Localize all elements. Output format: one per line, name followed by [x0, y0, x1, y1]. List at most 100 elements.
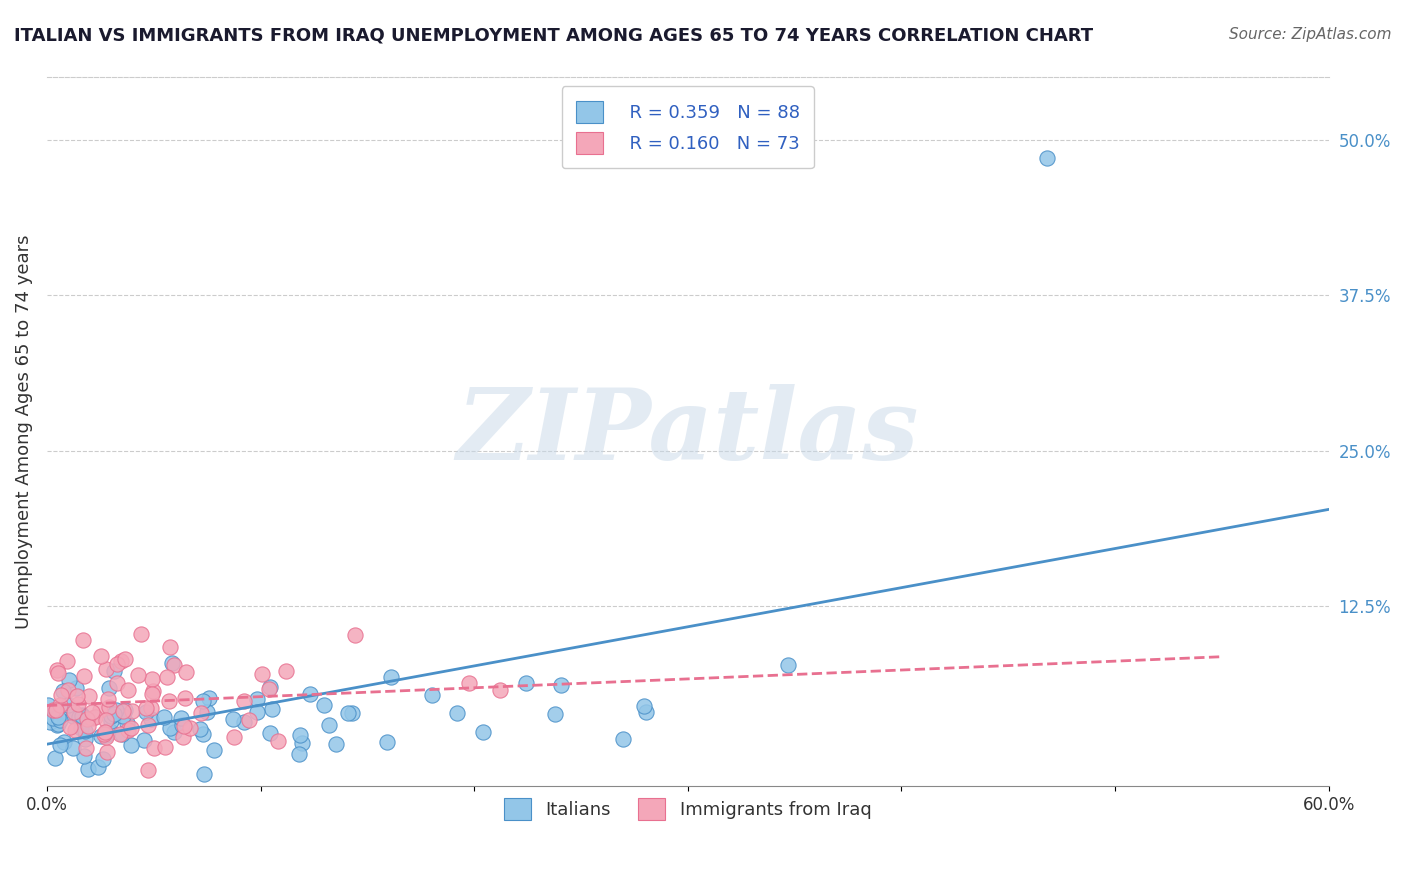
Italians: [259, 680, 281, 694]
Italians: [515, 675, 537, 690]
Immigrants from Iraq: [63, 706, 86, 720]
Immigrants from Iraq: [136, 718, 159, 732]
Italians: [221, 712, 243, 726]
Italians: [111, 726, 134, 740]
Immigrants from Iraq: [83, 710, 105, 724]
Italians: [420, 688, 443, 702]
Italians: [49, 738, 72, 752]
Italians: [612, 732, 634, 747]
Immigrants from Iraq: [42, 703, 65, 717]
Italians: [325, 737, 347, 751]
Immigrants from Iraq: [73, 669, 96, 683]
Italians: [298, 687, 321, 701]
Italians: [46, 718, 69, 732]
Immigrants from Iraq: [157, 693, 180, 707]
Immigrants from Iraq: [114, 651, 136, 665]
Text: ZIPatlas: ZIPatlas: [457, 384, 920, 480]
Immigrants from Iraq: [274, 665, 297, 679]
Italians: [471, 724, 494, 739]
Italians: [100, 709, 122, 723]
Immigrants from Iraq: [96, 745, 118, 759]
Italians: [139, 712, 162, 726]
Italians: [70, 709, 93, 723]
Italians: [634, 706, 657, 720]
Italians: [49, 713, 72, 727]
Italians: [288, 747, 311, 761]
Italians: [191, 694, 214, 708]
Italians: [246, 691, 269, 706]
Italians: [202, 742, 225, 756]
Italians: [90, 729, 112, 743]
Italians: [291, 736, 314, 750]
Italians: [94, 727, 117, 741]
Italians: [70, 707, 93, 722]
Italians: [195, 706, 218, 720]
Immigrants from Iraq: [117, 723, 139, 738]
Italians: [312, 698, 335, 712]
Immigrants from Iraq: [49, 698, 72, 713]
Immigrants from Iraq: [76, 712, 98, 726]
Immigrants from Iraq: [58, 682, 80, 697]
Immigrants from Iraq: [77, 689, 100, 703]
Italians: [73, 723, 96, 738]
Immigrants from Iraq: [112, 704, 135, 718]
Italians: [76, 762, 98, 776]
Italians: [91, 751, 114, 765]
Immigrants from Iraq: [96, 713, 118, 727]
Immigrants from Iraq: [176, 665, 198, 680]
Immigrants from Iraq: [46, 665, 69, 680]
Italians: [288, 727, 311, 741]
Immigrants from Iraq: [156, 670, 179, 684]
Immigrants from Iraq: [93, 725, 115, 739]
Italians: [98, 723, 121, 738]
Italians: [37, 698, 59, 713]
Italians: [62, 741, 84, 756]
Italians: [65, 681, 87, 695]
Italians: [169, 711, 191, 725]
Immigrants from Iraq: [159, 640, 181, 655]
Immigrants from Iraq: [238, 713, 260, 727]
Immigrants from Iraq: [233, 694, 256, 708]
Immigrants from Iraq: [143, 740, 166, 755]
Immigrants from Iraq: [93, 726, 115, 740]
Immigrants from Iraq: [190, 706, 212, 720]
Italians: [446, 706, 468, 720]
Italians: [44, 751, 66, 765]
Italians: [115, 716, 138, 731]
Italians: [633, 699, 655, 714]
Italians: [375, 735, 398, 749]
Immigrants from Iraq: [129, 626, 152, 640]
Italians: [62, 709, 84, 723]
Italians: [246, 706, 269, 720]
Text: Source: ZipAtlas.com: Source: ZipAtlas.com: [1229, 27, 1392, 42]
Italians: [73, 748, 96, 763]
Italians: [53, 735, 76, 749]
Immigrants from Iraq: [173, 691, 195, 706]
Immigrants from Iraq: [76, 718, 98, 732]
Immigrants from Iraq: [179, 721, 201, 735]
Italians: [159, 721, 181, 735]
Italians: [100, 714, 122, 728]
Italians: [87, 760, 110, 774]
Immigrants from Iraq: [97, 699, 120, 714]
Immigrants from Iraq: [56, 654, 79, 668]
Immigrants from Iraq: [66, 689, 89, 703]
Italians: [94, 728, 117, 742]
Immigrants from Iraq: [458, 676, 481, 690]
Italians: [48, 716, 70, 731]
Immigrants from Iraq: [94, 730, 117, 744]
Italians: [340, 706, 363, 720]
Immigrants from Iraq: [63, 723, 86, 737]
Italians: [42, 711, 65, 725]
Italians: [67, 710, 90, 724]
Italians: [163, 725, 186, 739]
Immigrants from Iraq: [49, 688, 72, 702]
Italians: [104, 703, 127, 717]
Italians: [152, 709, 174, 723]
Immigrants from Iraq: [94, 662, 117, 676]
Immigrants from Iraq: [141, 701, 163, 715]
Italians: [114, 703, 136, 717]
Immigrants from Iraq: [46, 664, 69, 678]
Italians: [44, 703, 66, 717]
Immigrants from Iraq: [344, 628, 367, 642]
